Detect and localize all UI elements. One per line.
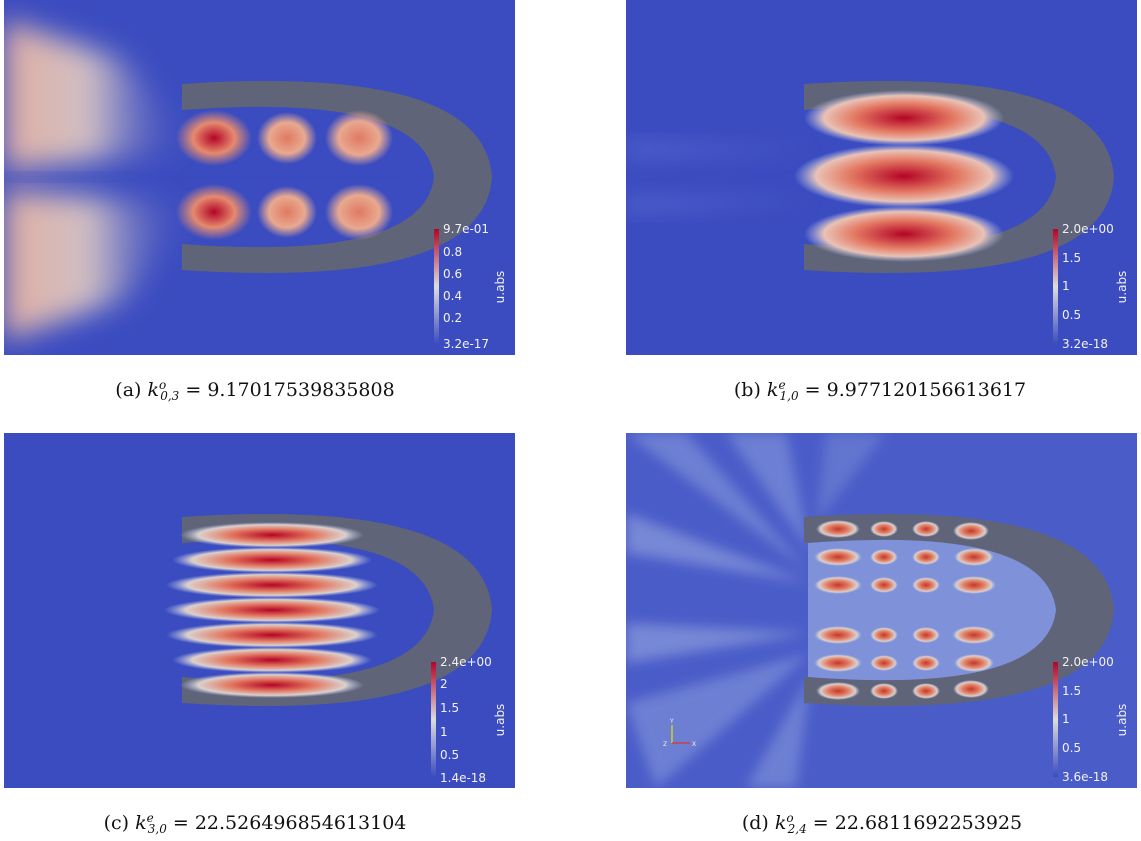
colorbar-title-d: u.abs (1115, 704, 1129, 737)
tick-d-0: 2.0e+00 (1062, 655, 1114, 669)
panel-d: Y Z X 2.0e+00 1.5 1 0.5 3.6e-18 u.abs (626, 433, 1137, 788)
caption-b: (b) ke1,0 = 9.977120156613617 (733, 378, 1027, 403)
colorbar-d (1053, 662, 1058, 777)
caption-b-value: 9.977120156613617 (826, 379, 1027, 401)
colorbar-ticks-a: 9.7e-01 0.8 0.6 0.4 0.2 3.2e-17 (443, 222, 489, 351)
colorbar-ticks-c: 2.4e+00 2 1.5 1 0.5 1.4e-18 (440, 655, 492, 785)
caption-d-value: 22.6811692253925 (834, 812, 1023, 834)
colorbar-b (1053, 229, 1058, 344)
caption-b-label: (b) (733, 379, 761, 401)
caption-a-sup: o (159, 378, 167, 392)
triad-label-z: Z (663, 741, 667, 748)
caption-c-label: (c) (103, 812, 130, 834)
tick-c-0: 2.4e+00 (440, 655, 492, 669)
tick-d-4: 3.6e-18 (1062, 770, 1108, 784)
tick-a-0: 9.7e-01 (443, 222, 489, 236)
field-plot-c: 2.4e+00 2 1.5 1 0.5 1.4e-18 u.abs (4, 433, 515, 788)
tick-d-3: 0.5 (1062, 741, 1081, 755)
tick-b-3: 0.5 (1062, 308, 1081, 322)
field-plot-a: 9.7e-01 0.8 0.6 0.4 0.2 3.2e-17 u.abs (4, 0, 515, 355)
caption-a: (a) ko0,3 = 9.17017539835808 (115, 378, 395, 403)
mode-grid-d (814, 520, 996, 700)
tick-a-5: 3.2e-17 (443, 337, 489, 351)
caption-d-label: (d) (741, 812, 769, 834)
triad-label-x: X (692, 741, 696, 748)
caption-c-value: 22.526496854613104 (194, 812, 407, 834)
caption-b-sup: e (778, 378, 786, 392)
axes-triad-icon: Y Z X (663, 718, 696, 748)
tick-b-4: 3.2e-18 (1062, 337, 1108, 351)
tick-c-1: 2 (440, 677, 448, 691)
caption-b-sub: 1,0 (779, 389, 799, 403)
field-plot-d: Y Z X 2.0e+00 1.5 1 0.5 3.6e-18 u.abs (626, 433, 1137, 788)
tick-b-2: 1 (1062, 279, 1070, 293)
colorbar-title-a: u.abs (493, 271, 507, 304)
colorbar-ticks-b: 2.0e+00 1.5 1 0.5 3.2e-18 (1062, 222, 1114, 351)
tick-b-0: 2.0e+00 (1062, 222, 1114, 236)
tick-d-1: 1.5 (1062, 684, 1081, 698)
panel-b: 2.0e+00 1.5 1 0.5 3.2e-18 u.abs (626, 0, 1137, 355)
triad-label-y: Y (669, 718, 674, 725)
colorbar-c (431, 662, 436, 777)
tick-a-4: 0.2 (443, 311, 462, 325)
tick-c-4: 0.5 (440, 748, 459, 762)
tick-d-2: 1 (1062, 712, 1070, 726)
tick-a-1: 0.8 (443, 245, 462, 259)
tick-c-2: 1.5 (440, 701, 459, 715)
tick-c-5: 1.4e-18 (440, 771, 486, 785)
tick-a-2: 0.6 (443, 267, 462, 281)
caption-a-label: (a) (115, 379, 142, 401)
caption-c: (c) ke3,0 = 22.526496854613104 (103, 811, 407, 836)
colorbar-a (434, 229, 439, 344)
colorbar-title-b: u.abs (1115, 271, 1129, 304)
panel-a: 9.7e-01 0.8 0.6 0.4 0.2 3.2e-17 u.abs (4, 0, 515, 355)
caption-a-value: 9.17017539835808 (207, 379, 395, 401)
caption-d-sup: o (786, 811, 794, 825)
colorbar-ticks-d: 2.0e+00 1.5 1 0.5 3.6e-18 (1062, 655, 1114, 784)
caption-a-sub: 0,3 (160, 389, 180, 403)
colorbar-title-c: u.abs (493, 704, 507, 737)
caption-d: (d) ko2,4 = 22.6811692253925 (741, 811, 1023, 836)
tick-c-3: 1 (440, 725, 448, 739)
caption-c-sup: e (146, 811, 154, 825)
field-plot-b: 2.0e+00 1.5 1 0.5 3.2e-18 u.abs (626, 0, 1137, 355)
tick-a-3: 0.4 (443, 289, 462, 303)
caption-d-sub: 2,4 (787, 822, 807, 836)
panel-c: 2.4e+00 2 1.5 1 0.5 1.4e-18 u.abs (4, 433, 515, 788)
tick-b-1: 1.5 (1062, 251, 1081, 265)
caption-c-sub: 3,0 (147, 822, 167, 836)
